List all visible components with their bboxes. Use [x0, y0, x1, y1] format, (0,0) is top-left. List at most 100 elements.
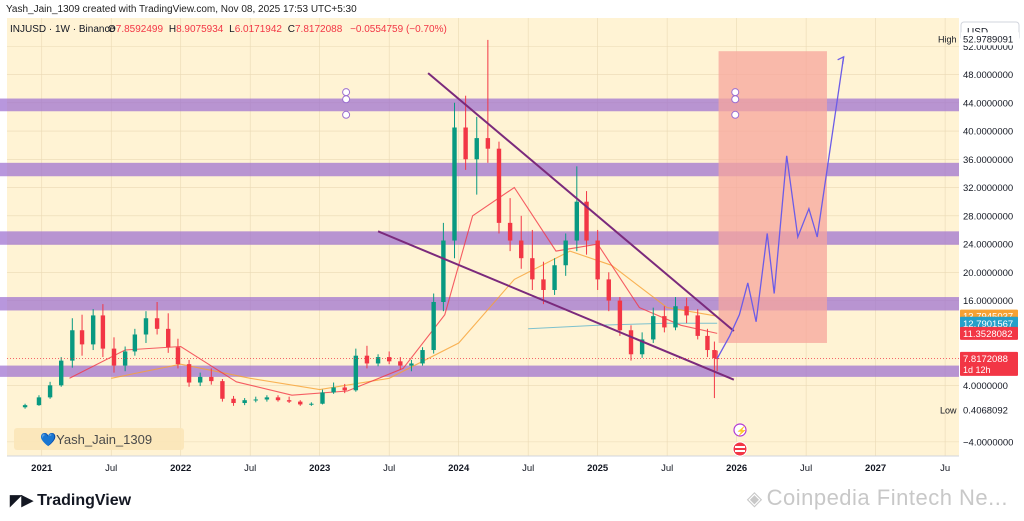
candle-body-46 — [530, 258, 535, 280]
sma-long-line — [528, 322, 718, 330]
time-tick-12: 2027 — [865, 463, 886, 474]
legend-change: −0.0554759 (−0.70%) — [350, 24, 447, 35]
price-tick-9: 16.0000000 — [963, 296, 1013, 307]
candle-body-62 — [705, 335, 710, 351]
candle-body-52 — [595, 240, 600, 280]
candle-body-15 — [186, 364, 192, 383]
price-tag-bg-1 — [960, 316, 1018, 330]
candle-body-28 — [331, 387, 336, 393]
time-tick-13: Ju — [940, 463, 950, 474]
tradingview-logo[interactable]: ◤▶ TradingView — [10, 491, 131, 510]
price-tick-8: 20.0000000 — [963, 268, 1013, 279]
coinpedia-logo-icon: ◈ — [746, 488, 763, 510]
flag-stripe-2 — [735, 450, 745, 452]
candle-body-49 — [563, 240, 568, 266]
author-tag-bg — [14, 428, 184, 450]
candle-body-38 — [441, 240, 446, 302]
zone-handle-2-0[interactable] — [731, 88, 740, 97]
legend-l: 6.0171942 — [235, 24, 283, 35]
candle-body-21 — [253, 399, 258, 401]
time-tick-9: Jul — [661, 463, 673, 474]
candle-body-17 — [209, 376, 214, 382]
zone-handle-2-1[interactable] — [731, 95, 740, 104]
candle-body-44 — [507, 222, 513, 241]
price-tick-7: 24.0000000 — [963, 240, 1013, 251]
candle-body-56 — [639, 339, 645, 355]
coinpedia-watermark-text: Coinpedia Fintech Ne... — [766, 485, 1008, 510]
projection-path[interactable] — [716, 55, 845, 359]
candle-body-24 — [286, 400, 292, 402]
candle-body-22 — [264, 397, 270, 400]
high-label: High — [938, 34, 957, 44]
candle-body-7 — [100, 315, 106, 349]
legend-ohlc: O7.8592499 H8.9075934 L6.0171942 C7.8172… — [108, 24, 447, 35]
candle-body-6 — [90, 315, 96, 345]
candle-body-4 — [70, 330, 75, 361]
ema-slow-line — [111, 250, 718, 391]
candle-body-0 — [22, 405, 28, 408]
candle-body-23 — [275, 397, 281, 401]
candle-body-40 — [463, 127, 468, 160]
high-value: 52.9789091 — [963, 34, 1013, 45]
projection-line[interactable] — [716, 56, 845, 359]
candle-body-42 — [485, 138, 491, 149]
high-value-bg — [961, 32, 1019, 46]
zone-handle-1-1[interactable] — [342, 95, 351, 104]
zone-handle-2-2[interactable] — [731, 110, 740, 119]
price-chart[interactable]: INJUSD · 1W · Binance O7.8592499 H8.9075… — [0, 18, 1024, 481]
candle-body-55 — [628, 330, 634, 355]
header-bar: Yash_Jain_1309 created with TradingView.… — [0, 0, 1024, 18]
price-tag-bg-3 — [960, 351, 1018, 376]
candle-body-29 — [342, 387, 347, 391]
us-flag-icon[interactable] — [732, 441, 748, 457]
candle-body-11 — [143, 318, 149, 335]
time-tick-4: 2023 — [309, 463, 330, 474]
candle-body-45 — [519, 240, 524, 259]
price-axis[interactable]: USD 52.000000048.000000044.000000040.000… — [938, 21, 1020, 448]
candle-body-60 — [684, 306, 689, 316]
price-tick-0: 52.0000000 — [963, 42, 1013, 53]
legend-symbol[interactable]: INJUSD · 1W · Binance — [10, 24, 115, 35]
price-tag-bg-2 — [960, 326, 1018, 340]
zone-handle-1-0[interactable] — [342, 88, 351, 97]
low-value-bg — [961, 403, 1019, 417]
candle-body-19 — [231, 398, 236, 404]
candle-body-16 — [197, 376, 203, 383]
candle-body-54 — [617, 300, 623, 331]
low-label: Low — [940, 406, 957, 416]
time-tick-10: 2026 — [726, 463, 747, 474]
candle-body-20 — [242, 400, 247, 404]
candle-body-39 — [452, 127, 457, 241]
trendlines[interactable] — [377, 72, 735, 381]
chart-container[interactable]: INJUSD · 1W · Binance O7.8592499 H8.9075… — [0, 18, 1024, 481]
upper-trendline[interactable] — [427, 72, 735, 332]
candle-body-61 — [695, 315, 700, 336]
zone-6[interactable] — [0, 365, 960, 377]
candle-body-33 — [386, 357, 392, 362]
zone-handle-1-2[interactable] — [342, 110, 351, 119]
time-tick-0: 2021 — [31, 463, 53, 474]
event-icons[interactable]: ⚡ — [732, 423, 748, 457]
price-tick-1: 48.0000000 — [963, 70, 1013, 81]
candle-body-47 — [541, 279, 546, 290]
time-tick-2: 2022 — [170, 463, 191, 474]
candle-body-41 — [474, 138, 479, 160]
projection-arrowhead[interactable] — [837, 55, 845, 64]
time-tick-11: Jul — [800, 463, 812, 474]
price-tag-2: 11.3528082 — [963, 329, 1013, 340]
lower-trendline[interactable] — [377, 230, 735, 381]
legend-l-label: L — [229, 24, 235, 35]
candle-body-26 — [309, 403, 314, 405]
lightning-icon[interactable] — [733, 423, 747, 437]
time-axis[interactable]: 2021 Jul 2022 Jul 2023 Jul 2024 Jul 2025 Jul 2026 J… — [7, 455, 959, 474]
candle-body-48 — [552, 265, 557, 290]
price-tick-10: 4.0000000 — [963, 381, 1008, 392]
time-tick-3: Jul — [244, 463, 256, 474]
tradingview-logo-text: TradingView — [37, 492, 132, 509]
legend-h-label: H — [169, 24, 176, 35]
created-by-text: Yash_Jain_1309 created with TradingView.… — [6, 4, 357, 15]
zone-handles[interactable] — [0, 88, 740, 119]
candle-body-25 — [298, 401, 303, 405]
candle-body-30 — [353, 355, 359, 391]
candle-body-37 — [431, 301, 436, 351]
